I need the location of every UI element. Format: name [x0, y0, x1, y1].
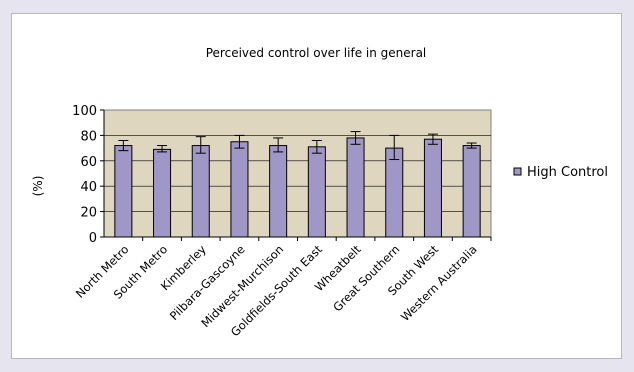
y-tick-label: 100	[72, 104, 97, 119]
x-tick-label: Great Southern	[330, 242, 402, 314]
bar	[191, 145, 210, 238]
y-tick-label: 80	[80, 129, 97, 144]
bar	[230, 141, 249, 238]
y-tick-label: 20	[80, 206, 97, 221]
bar	[462, 145, 481, 238]
y-tick-label: 60	[80, 155, 97, 170]
y-axis-label: (%)	[31, 176, 45, 197]
legend-label: High Control	[527, 165, 608, 180]
bar	[269, 145, 288, 238]
y-tick-label: 0	[89, 231, 97, 246]
bar	[307, 146, 326, 238]
chart-title: Perceived control over life in general	[206, 46, 427, 60]
bar	[114, 145, 133, 238]
bar	[385, 147, 404, 238]
x-tick-label: Western Australia	[398, 242, 480, 324]
legend-swatch	[513, 167, 522, 176]
bar	[423, 138, 442, 238]
bar	[153, 148, 172, 238]
bar	[346, 137, 365, 238]
y-tick-label: 40	[80, 180, 97, 195]
